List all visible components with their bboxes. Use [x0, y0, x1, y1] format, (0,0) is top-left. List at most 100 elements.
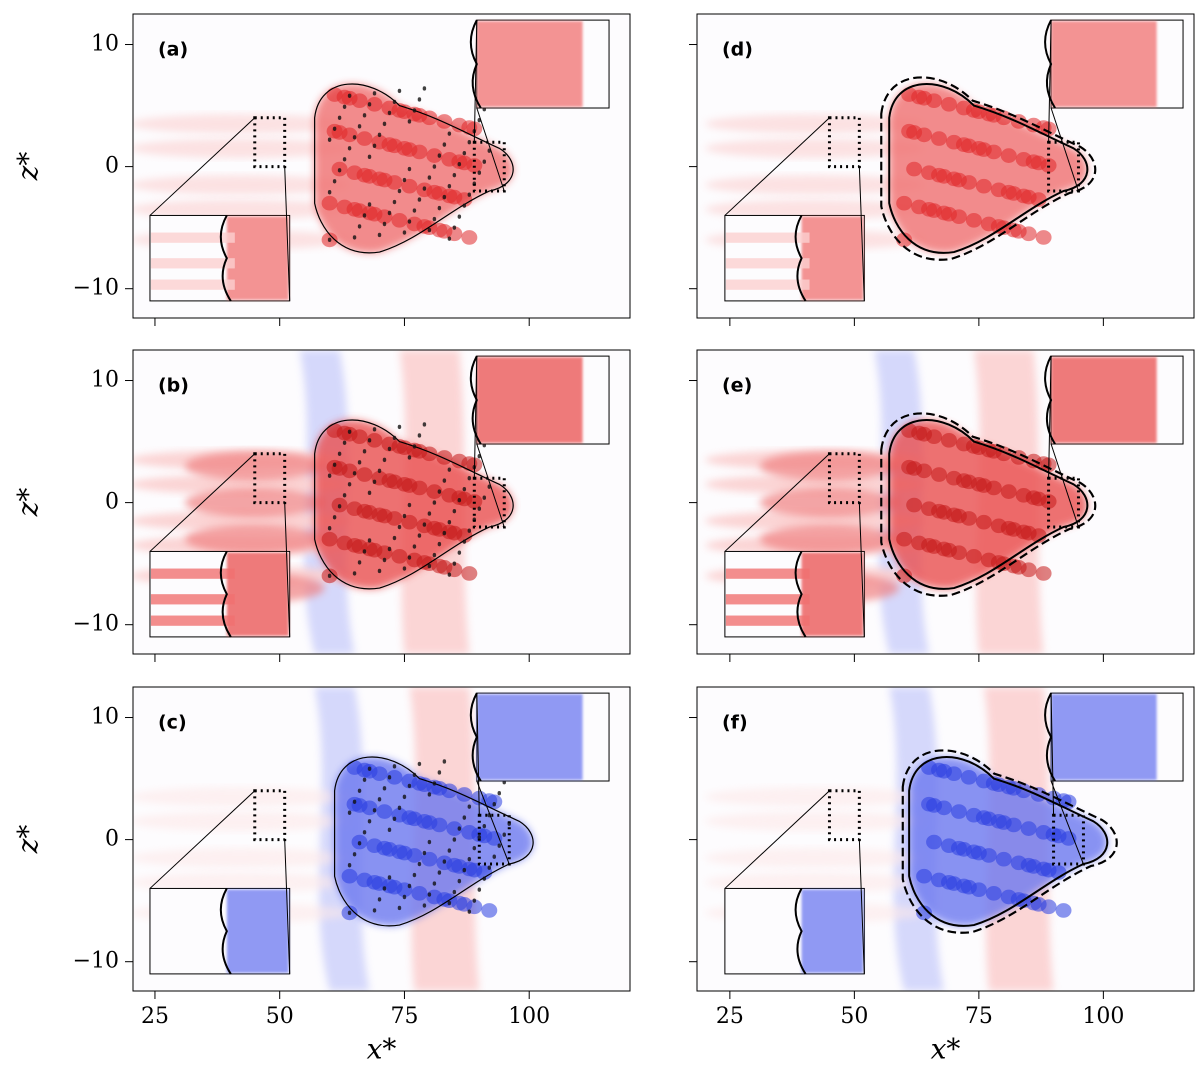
zoom-box: [827, 789, 861, 842]
spot-outline: [888, 83, 1089, 254]
spot-dot: [327, 473, 332, 478]
plot-frame: [696, 13, 1195, 319]
inset-streak: [150, 232, 235, 243]
spot-cell: [401, 773, 418, 789]
inset-field: [725, 214, 864, 302]
spot-dot: [362, 830, 367, 835]
spot-cell: [950, 508, 967, 524]
x-tick-label: 75: [390, 1004, 418, 1029]
spot-cell: [926, 203, 943, 218]
spot-dot: [447, 131, 452, 136]
spot-dot: [467, 139, 472, 145]
spot-dot: [407, 166, 412, 172]
spot-cell: [421, 815, 438, 830]
spot-cell: [456, 155, 473, 171]
spot-cell: [346, 760, 363, 775]
spot-cell: [411, 886, 428, 901]
spot-dot: [387, 210, 392, 216]
spot-cell: [461, 824, 478, 840]
spot-cell: [916, 90, 933, 106]
spot-cell: [931, 872, 947, 888]
spot-dot: [392, 199, 397, 205]
spot-dot: [437, 870, 442, 875]
spot-cell: [1010, 559, 1027, 575]
field: [704, 19, 1184, 302]
inset-connector: [476, 443, 505, 528]
inset-contour: [469, 355, 482, 445]
inset-connector: [149, 453, 256, 552]
spot-cell: [960, 879, 977, 895]
inset-streak: [725, 594, 810, 605]
spot-dot: [402, 513, 407, 519]
spot-cell: [1000, 484, 1017, 499]
streak: [704, 848, 925, 868]
x-tick-label: 100: [508, 1004, 550, 1029]
spot-cell: [341, 90, 358, 106]
spot-cell: [916, 868, 933, 884]
spot-dot: [377, 232, 382, 238]
inset-field: [1044, 19, 1157, 109]
inset-connector: [858, 502, 865, 637]
spot-cell: [421, 851, 438, 867]
inset-field: [150, 550, 289, 638]
inset-contour: [219, 887, 232, 975]
panel-label: (e): [722, 375, 752, 397]
spot-cell: [436, 559, 453, 575]
spot-cell: [931, 467, 947, 482]
spot-cell: [1020, 525, 1037, 541]
spot-dot: [432, 781, 437, 786]
spot-dot: [467, 804, 472, 809]
spot-dot: [392, 99, 397, 105]
spot-cell: [985, 886, 1002, 901]
streak: [704, 511, 925, 531]
spot-dot: [447, 848, 452, 853]
spot-dot: [417, 861, 422, 867]
spot-dot: [387, 875, 392, 880]
panel: (a) −10 0 10 z*: [12, 13, 631, 326]
spot-dot: [422, 903, 427, 908]
spot-dot: [437, 205, 442, 211]
spot-dot: [412, 544, 417, 549]
spot-dot: [332, 179, 337, 184]
field: [704, 350, 1184, 654]
spot-dot: [382, 557, 387, 563]
spot-dot: [412, 108, 417, 113]
inset-connector: [858, 166, 865, 301]
x-tick-label: 100: [1082, 1004, 1124, 1029]
spot-dot: [407, 783, 412, 789]
streak: [704, 787, 925, 807]
inset-connector: [476, 693, 480, 816]
spot-dot: [372, 808, 377, 813]
inset-fill: [801, 216, 864, 300]
spot-cell: [446, 525, 463, 541]
spot-cell: [960, 770, 977, 785]
spot-cell: [401, 478, 418, 493]
spot-cell: [456, 491, 473, 507]
spot-cell: [381, 100, 398, 116]
spot-dot: [347, 482, 352, 487]
spot-dot: [327, 137, 332, 142]
spot-dot: [362, 549, 367, 554]
field: [133, 687, 610, 991]
inset-connector: [284, 839, 291, 974]
spot-dot: [352, 799, 357, 804]
inset-fill: [226, 216, 289, 300]
spot-dot: [422, 422, 427, 427]
spot-cell: [366, 97, 383, 112]
zoom-box: [1047, 140, 1080, 193]
spot-cell: [955, 842, 972, 857]
spot-dot: [332, 515, 337, 520]
spot-dot: [402, 230, 407, 235]
y-tick-label: 10: [91, 32, 119, 57]
spot-dot: [467, 192, 472, 197]
inset-connector: [1050, 443, 1079, 528]
spot-dot: [427, 175, 432, 180]
inset-contour: [219, 214, 232, 302]
spot-dot: [332, 126, 337, 131]
x-tick-label: 50: [266, 1004, 294, 1029]
inset-field: [469, 19, 583, 109]
panel: (c) 25 50 75 100 −10 0 10 x* z*: [12, 686, 631, 1066]
spot-cell: [926, 539, 943, 554]
spot-cell: [1015, 151, 1032, 167]
spot-cell: [406, 811, 423, 827]
